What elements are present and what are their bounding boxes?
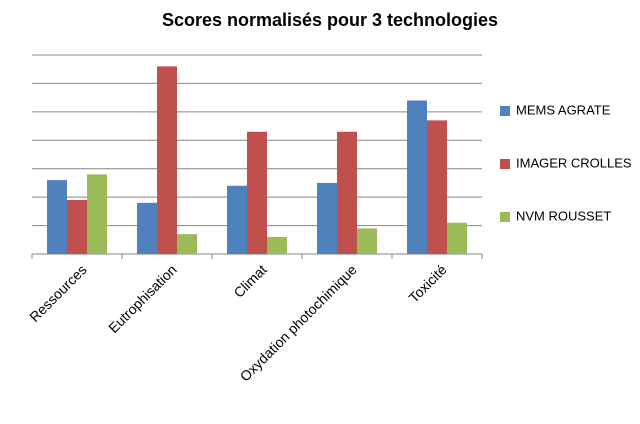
bar — [447, 222, 467, 254]
bar — [157, 66, 177, 254]
chart-title: Scores normalisés pour 3 technologies — [162, 10, 498, 30]
bar — [337, 131, 357, 254]
legend-swatch — [500, 106, 510, 116]
legend-swatch — [500, 159, 510, 169]
legend-label: NVM ROUSSET — [516, 208, 611, 223]
bar — [407, 100, 427, 254]
legend-swatch — [500, 212, 510, 222]
x-tick-label: Toxicité — [405, 261, 449, 305]
bar — [317, 182, 337, 254]
x-tick-label: Ressources — [26, 261, 90, 325]
bar — [247, 131, 267, 254]
bar — [427, 120, 447, 254]
bar — [67, 199, 87, 254]
legend-label: MEMS AGRATE — [516, 102, 611, 117]
bar — [47, 180, 67, 254]
x-tick-label: Climat — [230, 261, 269, 300]
bar — [357, 228, 377, 254]
bar — [267, 236, 287, 254]
bar — [87, 174, 107, 254]
legend-label: IMAGER CROLLES — [516, 155, 632, 170]
bar — [177, 234, 197, 254]
bar — [137, 202, 157, 254]
bar — [227, 185, 247, 254]
x-tick-label: Eutrophisation — [105, 261, 180, 336]
